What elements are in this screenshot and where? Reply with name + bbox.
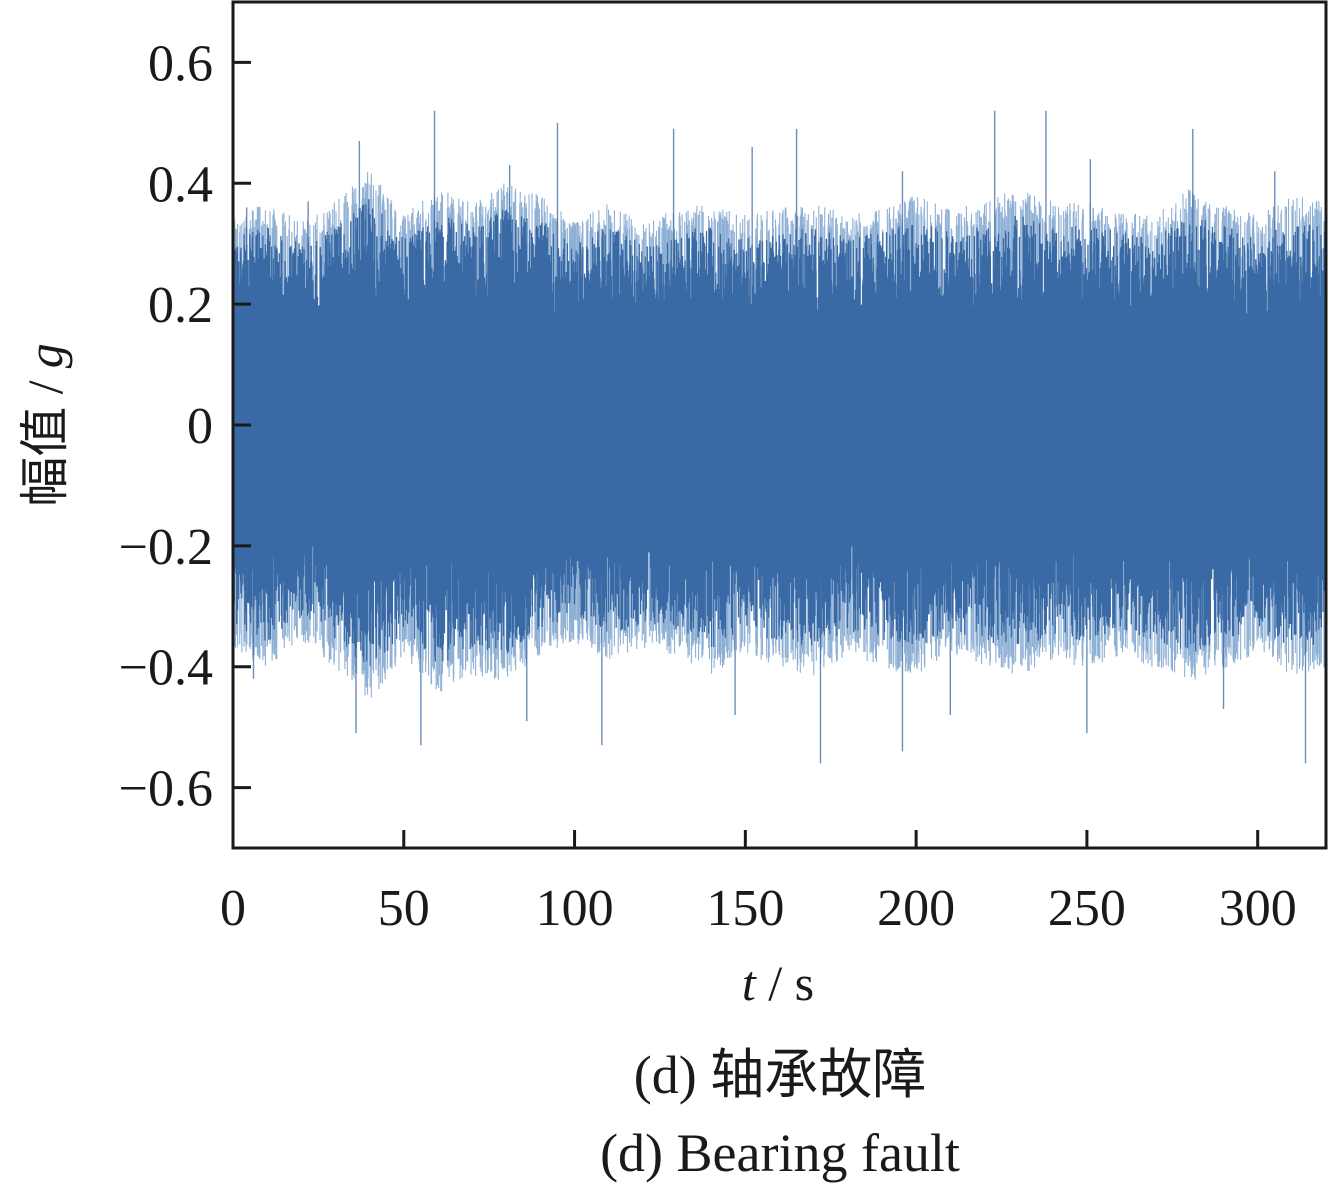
x-axis-label: t / s: [742, 955, 814, 1011]
x-tick-label: 0: [220, 880, 246, 937]
x-tick-label: 150: [706, 880, 784, 937]
y-tick-label: 0.2: [148, 277, 213, 334]
y-axis-name: 幅值 /: [17, 380, 73, 506]
signal-trace: [233, 199, 1326, 666]
x-axis-ticks: 0 50 100 150 200 250 300: [220, 830, 1297, 937]
y-axis-variable: g: [17, 343, 73, 368]
x-axis-unit: / s: [756, 955, 814, 1011]
y-tick-label: −0.4: [119, 640, 213, 697]
x-tick-label: 300: [1219, 880, 1297, 937]
y-axis-ticks: 0.6 0.4 0.2 0 −0.2 −0.4 −0.6: [119, 35, 251, 818]
x-tick-label: 100: [536, 880, 614, 937]
caption-chinese: (d) 轴承故障: [633, 1045, 927, 1105]
y-tick-label: 0: [187, 398, 213, 455]
signal-layer: [233, 110, 1326, 764]
y-tick-label: 0.4: [148, 156, 213, 213]
x-tick-label: 250: [1048, 880, 1126, 937]
caption-english: (d) Bearing fault: [600, 1123, 960, 1183]
y-tick-label: −0.2: [119, 519, 213, 576]
y-axis-label: 幅值 / g: [17, 343, 73, 506]
x-axis-variable: t: [742, 955, 757, 1011]
x-tick-label: 50: [378, 880, 430, 937]
y-tick-label: 0.6: [148, 35, 213, 92]
x-tick-label: 200: [877, 880, 955, 937]
y-tick-label: −0.6: [119, 761, 213, 818]
